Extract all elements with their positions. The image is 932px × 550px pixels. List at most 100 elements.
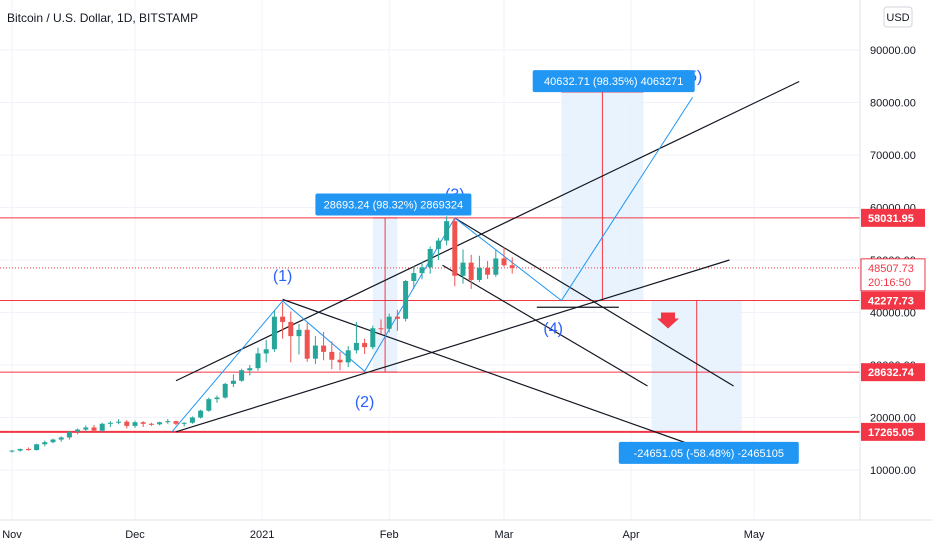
chart-title: Bitcoin / U.S. Dollar, 1D, BITSTAMP xyxy=(7,11,198,25)
candle-body xyxy=(116,421,122,423)
price-tag-box xyxy=(861,422,925,441)
trend-line xyxy=(454,217,734,387)
currency-label: USD xyxy=(886,12,909,24)
measure-label-box xyxy=(315,193,472,216)
candle-body xyxy=(411,273,417,281)
measure-label-box xyxy=(618,441,799,464)
candle-body xyxy=(132,422,138,426)
y-tick-label: 90000.00 xyxy=(870,45,916,57)
x-tick-label: May xyxy=(744,529,765,541)
candle-body xyxy=(75,429,81,432)
candle-body xyxy=(140,422,146,424)
x-tick-label: Mar xyxy=(495,529,514,541)
candle-body xyxy=(50,439,56,443)
y-tick-label: 40000.00 xyxy=(870,308,916,320)
candle-body xyxy=(107,422,113,424)
candle-body xyxy=(394,316,400,319)
candle-body xyxy=(214,397,220,400)
candle-body xyxy=(66,431,72,438)
price-tag-box xyxy=(861,208,925,227)
candle-body xyxy=(386,316,392,329)
candle-body xyxy=(239,370,245,381)
candle-body xyxy=(83,427,89,430)
current-price-label: 48507.73 xyxy=(868,263,914,275)
candle-body xyxy=(452,221,458,276)
candle-body xyxy=(181,422,187,424)
price-tags: 58031.95 42277.73 28632.74 17265.05 48507.73… xyxy=(860,208,926,441)
candle-body xyxy=(329,351,335,360)
trend-line xyxy=(282,298,689,445)
wave-path xyxy=(171,96,694,433)
candle-body xyxy=(296,329,302,337)
price-tag-label: 58031.95 xyxy=(868,213,914,225)
x-tick-label: Apr xyxy=(623,529,640,541)
candle-body xyxy=(222,383,228,398)
candle-body xyxy=(403,281,409,319)
candle-body xyxy=(17,449,23,451)
candle-body xyxy=(247,368,253,371)
measure-label-box xyxy=(532,70,695,93)
candle-series xyxy=(9,216,515,453)
y-tick-label: 80000.00 xyxy=(870,98,916,110)
candle-body xyxy=(34,444,40,451)
price-tag-box xyxy=(861,291,925,310)
candle-body xyxy=(501,258,507,266)
x-tick-label: Dec xyxy=(125,529,145,541)
candle-body xyxy=(353,342,359,351)
price-tag-label: 17265.05 xyxy=(868,427,914,439)
y-tick-label: 70000.00 xyxy=(870,150,916,162)
x-tick-label: 2021 xyxy=(250,529,274,541)
x-tick-label: Nov xyxy=(2,529,22,541)
countdown-label: 20:16:50 xyxy=(868,277,911,289)
x-tick-label: Feb xyxy=(380,529,399,541)
measure-label-text: -24651.05 (-58.48%) -2465105 xyxy=(634,448,784,460)
current-price-box xyxy=(860,258,926,292)
candle-body xyxy=(362,342,368,348)
candle-body xyxy=(189,417,195,423)
candle-body xyxy=(280,316,286,322)
candle-body xyxy=(493,258,499,275)
candle-body xyxy=(460,262,466,276)
trend-line xyxy=(175,80,800,382)
candle-body xyxy=(444,221,450,241)
currency-button[interactable]: USD xyxy=(883,6,913,28)
candle-body xyxy=(157,422,163,425)
down-arrow-icon xyxy=(657,312,679,329)
candle-body xyxy=(99,423,105,431)
candle-body xyxy=(288,321,294,337)
candle-body xyxy=(476,267,482,280)
candle-body xyxy=(345,350,351,363)
price-tag-box xyxy=(861,363,925,382)
measure-label-text: 40632.71 (98.35%) 4063271 xyxy=(544,76,683,88)
candle-body xyxy=(255,353,261,369)
candle-body xyxy=(42,442,48,445)
candle-body xyxy=(230,380,236,384)
trend-line xyxy=(175,259,730,433)
candle-body xyxy=(419,267,425,274)
candle-body xyxy=(321,345,327,352)
y-tick-label: 20000.00 xyxy=(870,413,916,425)
candle-body xyxy=(173,421,179,424)
trend-line xyxy=(442,264,648,387)
candle-body xyxy=(206,399,212,411)
y-tick-label: 10000.00 xyxy=(870,465,916,477)
x-axis[interactable]: Nov Dec 2021 Feb Mar Apr May xyxy=(2,529,765,541)
candle-body xyxy=(263,349,269,354)
wave-label: (4) xyxy=(543,321,563,338)
candle-body xyxy=(198,410,204,418)
candle-body xyxy=(435,240,441,249)
candle-body xyxy=(91,427,97,431)
measure-label-text: 28693.24 (98.32%) 2869324 xyxy=(324,200,463,212)
candle-body xyxy=(58,437,64,440)
wave-label: (1) xyxy=(273,268,293,285)
candle-body xyxy=(25,449,31,451)
candle-body xyxy=(370,328,376,348)
price-tag-label: 42277.73 xyxy=(868,296,914,308)
candle-body xyxy=(148,423,154,425)
wave-label: (2) xyxy=(355,394,375,411)
candle-body xyxy=(9,450,15,452)
candle-body xyxy=(312,345,318,359)
candle-body xyxy=(509,265,515,268)
price-tag-label: 28632.74 xyxy=(868,367,915,379)
